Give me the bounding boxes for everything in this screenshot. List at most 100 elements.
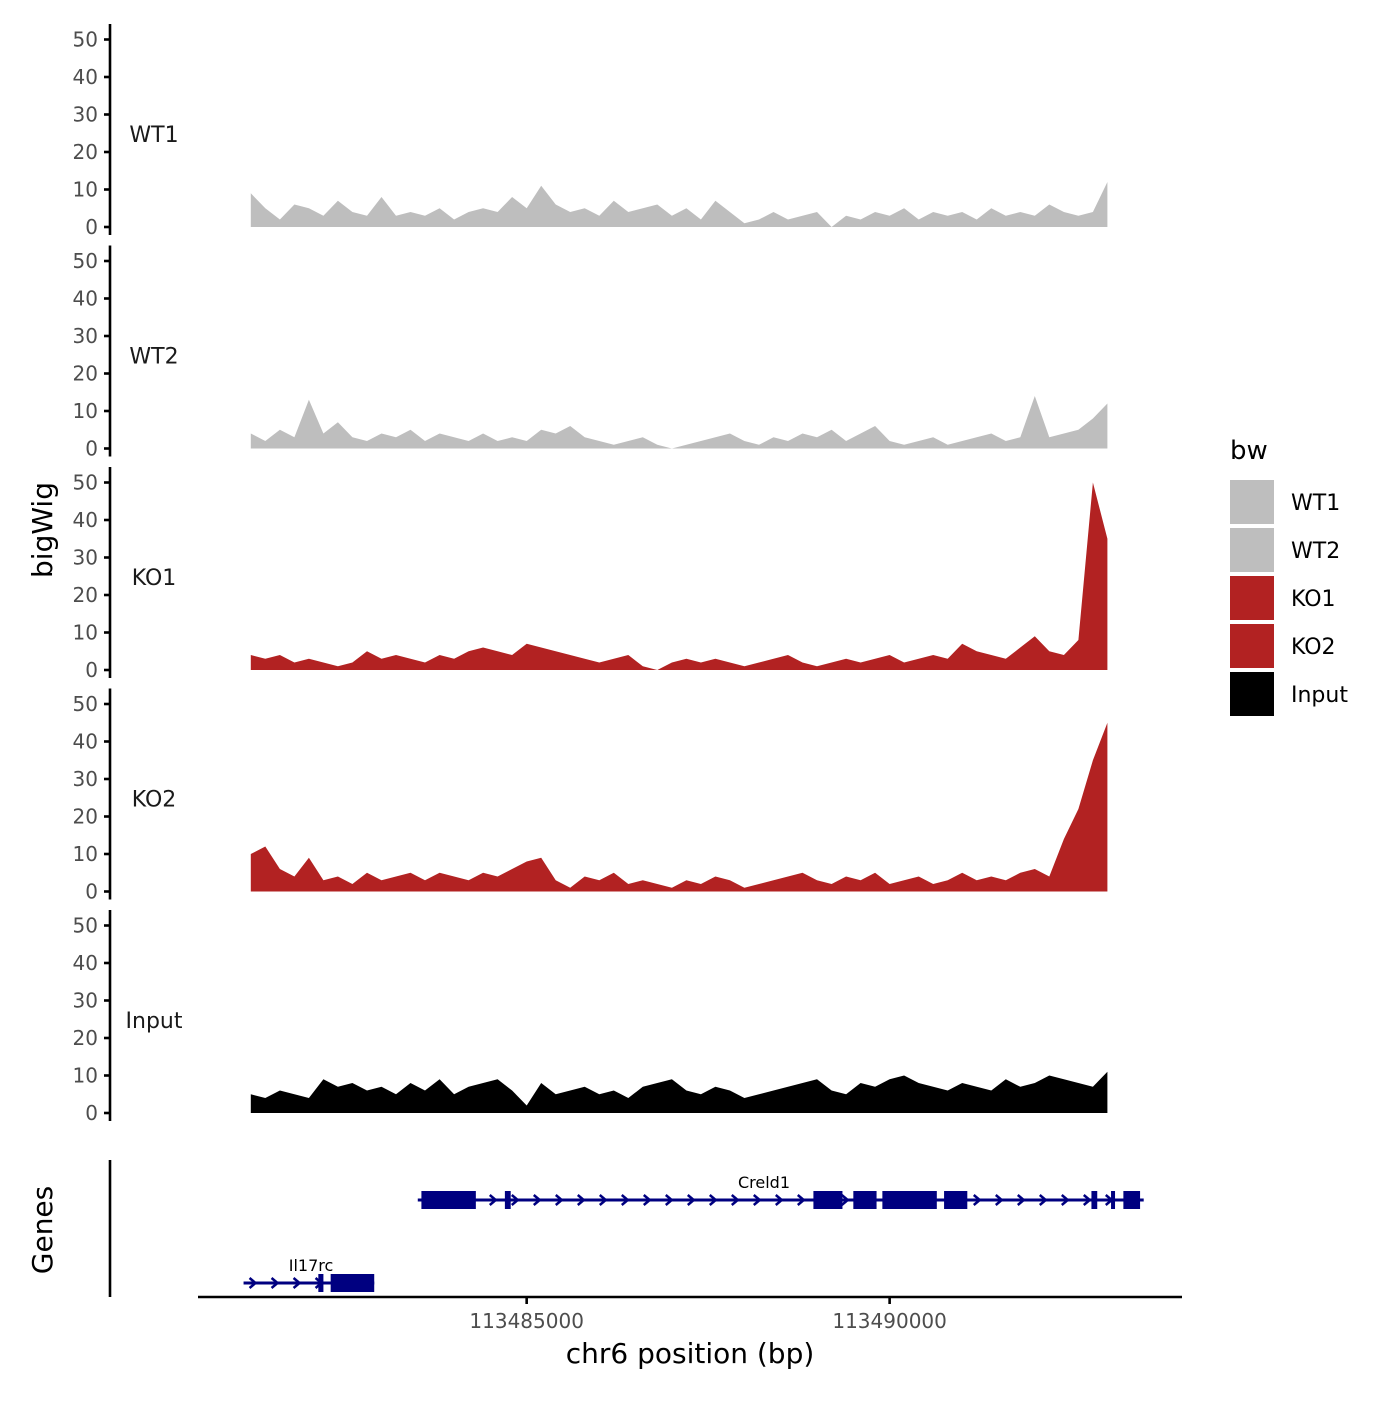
coverage-area-ko1 [250, 482, 1108, 670]
y-tick-label: 10 [73, 621, 98, 645]
gene-exon [853, 1191, 877, 1209]
y-tick-label: 20 [73, 140, 98, 164]
legend-label: Input [1291, 683, 1348, 708]
y-tick-label: 40 [73, 951, 98, 975]
strand-arrow [1038, 1194, 1048, 1206]
legend-swatch [1230, 672, 1274, 716]
y-tick-label: 20 [73, 805, 98, 829]
strand-arrow [248, 1277, 258, 1289]
y-tick-label: 50 [73, 28, 98, 52]
gene-exon [944, 1191, 968, 1209]
y-tick-label: 50 [73, 692, 98, 716]
strand-arrow [972, 1194, 982, 1206]
legend-swatch [1230, 624, 1274, 668]
gene-exon [330, 1274, 375, 1292]
x-axis-title: chr6 position (bp) [566, 1337, 815, 1370]
gene-exon [1091, 1191, 1098, 1209]
strand-arrow [664, 1194, 674, 1206]
coverage-area-input [250, 1071, 1108, 1113]
y-tick-label: 40 [73, 65, 98, 89]
track-label: WT1 [129, 123, 178, 148]
y-tick-label: 10 [73, 178, 98, 202]
y-tick-label: 30 [73, 324, 98, 348]
strand-arrow [598, 1194, 608, 1206]
gene-name-label: Il17rc [289, 1256, 334, 1275]
strand-arrow [1016, 1194, 1026, 1206]
y-tick-label: 40 [73, 287, 98, 311]
y-tick-label: 0 [85, 658, 98, 682]
y-tick-label: 30 [73, 546, 98, 570]
coverage-area-wt2 [250, 396, 1108, 449]
x-tick-label: 113490000 [832, 1309, 947, 1333]
y-tick-label: 50 [73, 471, 98, 495]
y-tick-label: 50 [73, 249, 98, 273]
strand-arrow [994, 1194, 1004, 1206]
legend-label: WT2 [1291, 539, 1340, 564]
y-tick-label: 0 [85, 437, 98, 461]
strand-arrow [796, 1194, 806, 1206]
gene-exon [1111, 1191, 1116, 1209]
track-label: KO2 [132, 788, 177, 813]
genes-panel-title: Genes [26, 1186, 59, 1274]
strand-arrow [270, 1277, 280, 1289]
legend: bw WT1 WT2 KO1 KO2 Input [1230, 436, 1348, 716]
strand-arrow [730, 1194, 740, 1206]
y-tick-label: 10 [73, 399, 98, 423]
track-label: KO1 [132, 566, 177, 591]
y-tick-label: 10 [73, 1064, 98, 1088]
gene-exon [882, 1191, 937, 1209]
track-label: WT2 [129, 345, 178, 370]
gene-exon [318, 1274, 324, 1292]
strand-arrow [292, 1277, 302, 1289]
legend-swatch [1230, 480, 1274, 524]
y-tick-label: 40 [73, 508, 98, 532]
y-tick-label: 10 [73, 842, 98, 866]
x-tick-label: 113485000 [469, 1309, 584, 1333]
coverage-area-wt1 [250, 182, 1108, 227]
y-tick-label: 20 [73, 362, 98, 386]
strand-arrow [576, 1194, 586, 1206]
y-tick-label: 20 [73, 583, 98, 607]
gene-exon [504, 1191, 511, 1209]
y-tick-label: 30 [73, 767, 98, 791]
gene-name-label: Creld1 [738, 1173, 790, 1192]
gene-exon [421, 1191, 476, 1209]
legend-swatch [1230, 576, 1274, 620]
y-tick-label: 30 [73, 989, 98, 1013]
strand-arrow [840, 1194, 850, 1206]
strand-arrow [1060, 1194, 1070, 1206]
y-tick-label: 30 [73, 103, 98, 127]
track-ko2: 0 10 20 30 40 50 KO2 [73, 688, 1108, 904]
y-tick-label: 0 [85, 1101, 98, 1125]
strand-arrow [620, 1194, 630, 1206]
strand-arrow [532, 1194, 542, 1206]
legend-title: bw [1230, 436, 1268, 466]
track-ko1: 0 10 20 30 40 50 KO1 [73, 467, 1108, 682]
strand-arrow [510, 1194, 520, 1206]
track-wt2: 0 10 20 30 40 50 WT2 [73, 245, 1108, 461]
x-axis: 113485000 113490000 [198, 1295, 1182, 1333]
coverage-area-ko2 [250, 722, 1108, 892]
gene-panel: Creld1 Il17rc [108, 1160, 1144, 1297]
tracks-group: 0 10 20 30 40 50 WT1 0 10 20 30 40 50 WT2 0 10 20 30 40 50 K… [73, 24, 1108, 1125]
strand-arrow [554, 1194, 564, 1206]
legend-label: KO2 [1291, 635, 1336, 660]
y-tick-label: 40 [73, 730, 98, 754]
y-tick-label: 50 [73, 914, 98, 938]
y-tick-label: 0 [85, 880, 98, 904]
gene-creld1: Creld1 [417, 1173, 1144, 1209]
track-wt1: 0 10 20 30 40 50 WT1 [73, 24, 1108, 239]
legend-swatch [1230, 528, 1274, 572]
strand-arrow [708, 1194, 718, 1206]
y-axis-title: bigWig [26, 482, 59, 578]
gene-exon [1123, 1191, 1141, 1209]
gene-exon [813, 1191, 843, 1209]
track-label: Input [126, 1009, 183, 1034]
y-tick-label: 0 [85, 215, 98, 239]
legend-label: WT1 [1291, 491, 1340, 516]
strand-arrow [1082, 1194, 1092, 1206]
strand-arrow [642, 1194, 652, 1206]
strand-arrow [752, 1194, 762, 1206]
legend-label: KO1 [1291, 587, 1336, 612]
